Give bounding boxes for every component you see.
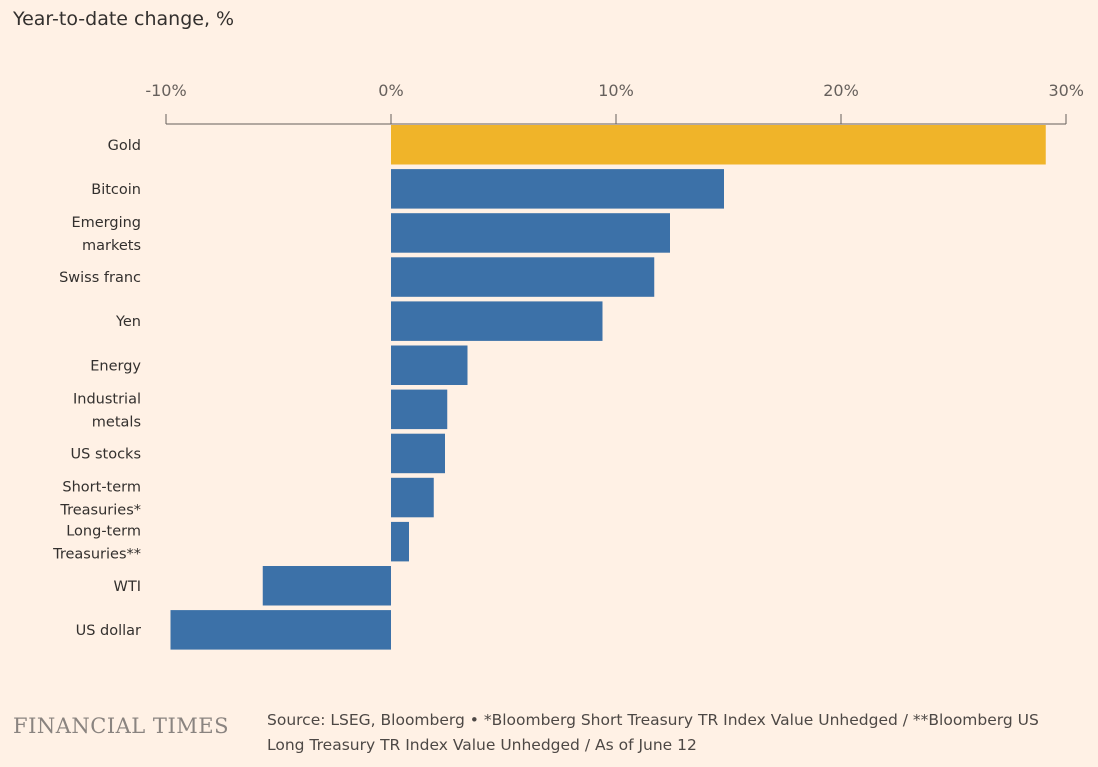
x-tick-label: 20%: [823, 81, 859, 100]
category-label: US stocks: [71, 446, 141, 462]
x-tick-label: 0%: [378, 81, 403, 100]
category-label: Emerging: [71, 215, 141, 231]
bar-chart: -10% 0% 10% 20% 30% Gold Bitcoin Emerging market…: [52, 81, 1084, 650]
category-label: Treasuries**: [52, 547, 141, 563]
bar: [391, 125, 1046, 165]
bar: [391, 345, 468, 385]
bar: [391, 169, 724, 209]
category-label: markets: [82, 238, 141, 254]
bar: [391, 433, 445, 474]
bar: [391, 213, 670, 253]
bar: [262, 566, 391, 606]
category-label: US dollar: [76, 623, 141, 639]
category-label: Long-term: [66, 524, 141, 540]
bar: [391, 257, 655, 297]
category-label: metals: [92, 414, 141, 430]
category-label: Swiss franc: [59, 270, 141, 286]
x-tick-label: -10%: [145, 81, 186, 100]
x-tick-label: 10%: [598, 81, 634, 100]
bar: [391, 389, 448, 430]
source-line-2: Long Treasury TR Index Value Unhedged / …: [267, 736, 697, 754]
source-note: Source: LSEG, Bloomberg • *Bloomberg Sho…: [267, 708, 1093, 758]
chart-title: Year-to-date change, %: [13, 8, 235, 30]
category-label: Yen: [115, 314, 141, 330]
category-label: Energy: [90, 358, 141, 374]
category-label: WTI: [114, 579, 141, 595]
category-label: Bitcoin: [91, 182, 141, 198]
x-tick-label: 30%: [1048, 81, 1084, 100]
bar: [391, 301, 603, 341]
source-line-1: Source: LSEG, Bloomberg • *Bloomberg Sho…: [267, 711, 1039, 729]
category-label: Gold: [108, 138, 141, 154]
category-label: Short-term: [62, 480, 141, 496]
category-label: Treasuries*: [59, 503, 141, 519]
brand-logo: FINANCIAL TIMES: [13, 714, 229, 738]
bar: [170, 610, 391, 650]
bar: [391, 521, 409, 562]
bar: [391, 477, 434, 518]
category-label: Industrial: [73, 391, 141, 407]
